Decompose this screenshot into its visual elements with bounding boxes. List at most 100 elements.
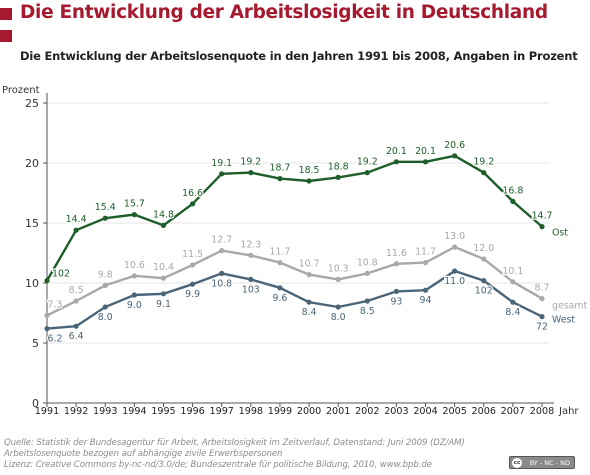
series-line-ost [45, 154, 543, 282]
license-badge-text: BY - NC - ND [529, 459, 570, 467]
chart-title: Die Entwicklung der Arbeitslosigkeit in … [20, 2, 548, 23]
data-label-ost: 15.4 [95, 202, 116, 213]
data-label-ost: 19.1 [211, 158, 232, 169]
data-label-west: 102 [475, 286, 493, 297]
data-label-ost: 20.1 [386, 146, 407, 157]
x-tick-label: 2005 [442, 406, 466, 417]
data-point-ost [539, 224, 545, 230]
data-point-gesamt [219, 248, 225, 254]
x-tick-label: 2002 [355, 406, 379, 417]
data-point-ost [510, 198, 516, 204]
data-point-west [102, 304, 108, 310]
data-point-ost [393, 159, 400, 165]
cc-license-badge[interactable]: cc BY - NC - ND [509, 456, 575, 469]
data-label-ost: 14.8 [153, 209, 174, 220]
data-label-west: 94 [420, 295, 432, 306]
x-tick-label: 1992 [64, 406, 88, 417]
data-point-ost [277, 176, 283, 182]
x-tick-label: 2007 [501, 406, 525, 417]
data-point-ost [422, 159, 429, 165]
data-label-ost: 16.6 [182, 188, 203, 199]
data-label-west: 9.9 [185, 289, 200, 300]
data-label-ost: 18.7 [270, 163, 291, 174]
data-label-ost: 16.8 [502, 185, 523, 196]
source-line: Quelle: Statistik der Bundesagentur für … [4, 438, 465, 448]
data-point-gesamt [44, 312, 50, 318]
y-tick-label: 15 [25, 217, 39, 230]
data-label-gesamt: 10.1 [502, 266, 523, 277]
subtitle-marker [0, 30, 12, 42]
data-label-gesamt: 12.7 [211, 235, 232, 246]
x-tick-label: 2001 [326, 406, 350, 417]
data-point-gesamt [452, 244, 458, 250]
series-line-gesamt [46, 245, 543, 317]
data-label-ost: 19.2 [240, 157, 261, 168]
x-tick-label: 1998 [239, 406, 263, 417]
data-point-ost [452, 153, 458, 159]
data-point-west [219, 270, 225, 276]
license-line: Lizenz: Creative Commons by-nc-nd/3.0/de… [4, 460, 432, 470]
data-label-ost: 20.6 [444, 140, 465, 151]
data-point-west [277, 285, 283, 291]
data-label-ost: 19.2 [357, 157, 378, 168]
data-point-west [73, 323, 79, 329]
x-tick-label: 1991 [35, 406, 59, 417]
data-point-west [131, 292, 137, 298]
data-label-ost: 102 [52, 269, 70, 280]
y-tick-label: 5 [32, 337, 39, 350]
data-point-gesamt [73, 298, 79, 304]
data-label-ost: 20.1 [415, 146, 436, 157]
data-point-gesamt [102, 282, 108, 288]
data-label-west: 72 [536, 322, 548, 333]
source-note: Quelle: Statistik der Bundesagentur für … [4, 438, 465, 471]
y-tick-label: 25 [25, 97, 39, 110]
data-point-ost [131, 212, 137, 218]
data-label-west: 8.5 [360, 306, 375, 317]
x-tick-label: 2004 [413, 406, 437, 417]
data-point-west [335, 304, 341, 310]
data-label-gesamt: 11.5 [182, 249, 203, 260]
data-label-west: 9.1 [156, 299, 171, 310]
y-tick-label: 0 [32, 397, 39, 410]
x-tick-label: 1996 [180, 406, 204, 417]
x-tick-label: 2000 [297, 406, 321, 417]
data-label-gesamt: 10.7 [299, 259, 320, 270]
data-label-gesamt: 10.8 [357, 257, 378, 268]
data-point-ost [335, 174, 341, 180]
data-label-ost: 15.7 [124, 199, 145, 210]
data-point-west [393, 288, 400, 294]
cc-icon: cc [512, 458, 522, 468]
data-point-ost [102, 215, 108, 221]
data-point-ost [364, 170, 370, 176]
data-label-ost: 14.4 [66, 214, 87, 225]
title-marker [0, 8, 12, 20]
x-tick-label: 1994 [122, 406, 146, 417]
data-label-gesamt: 10.3 [328, 263, 349, 274]
x-tick-label: 1993 [93, 406, 117, 417]
data-label-gesamt: 11.7 [270, 247, 291, 258]
data-point-gesamt [131, 273, 137, 279]
data-label-west: 8.0 [98, 312, 113, 323]
y-tick-label: 20 [25, 157, 39, 170]
data-point-west [452, 268, 458, 274]
x-tick-label: 2006 [472, 406, 496, 417]
data-label-west: 8.4 [302, 307, 317, 318]
data-point-west [189, 281, 196, 287]
data-point-ost [481, 170, 487, 176]
data-label-west: 8.0 [331, 312, 346, 323]
data-point-ost [248, 170, 254, 176]
data-label-gesamt: 10.6 [124, 260, 145, 271]
data-point-west [306, 299, 312, 305]
x-axis-label: Jahr [558, 406, 579, 417]
data-point-gesamt [539, 296, 545, 302]
chart-subtitle: Die Entwicklung der Arbeitslosenquote in… [20, 49, 578, 63]
data-label-west: 6.2 [48, 334, 63, 345]
series-line-west [46, 269, 543, 330]
data-point-gesamt [393, 261, 400, 267]
data-point-west [481, 278, 487, 284]
data-label-west: 9.0 [127, 300, 142, 311]
data-label-west: 8.4 [505, 307, 520, 318]
data-label-west: 103 [242, 284, 260, 295]
series-name-west: West [552, 315, 575, 326]
data-label-gesamt: 12.0 [473, 243, 494, 254]
